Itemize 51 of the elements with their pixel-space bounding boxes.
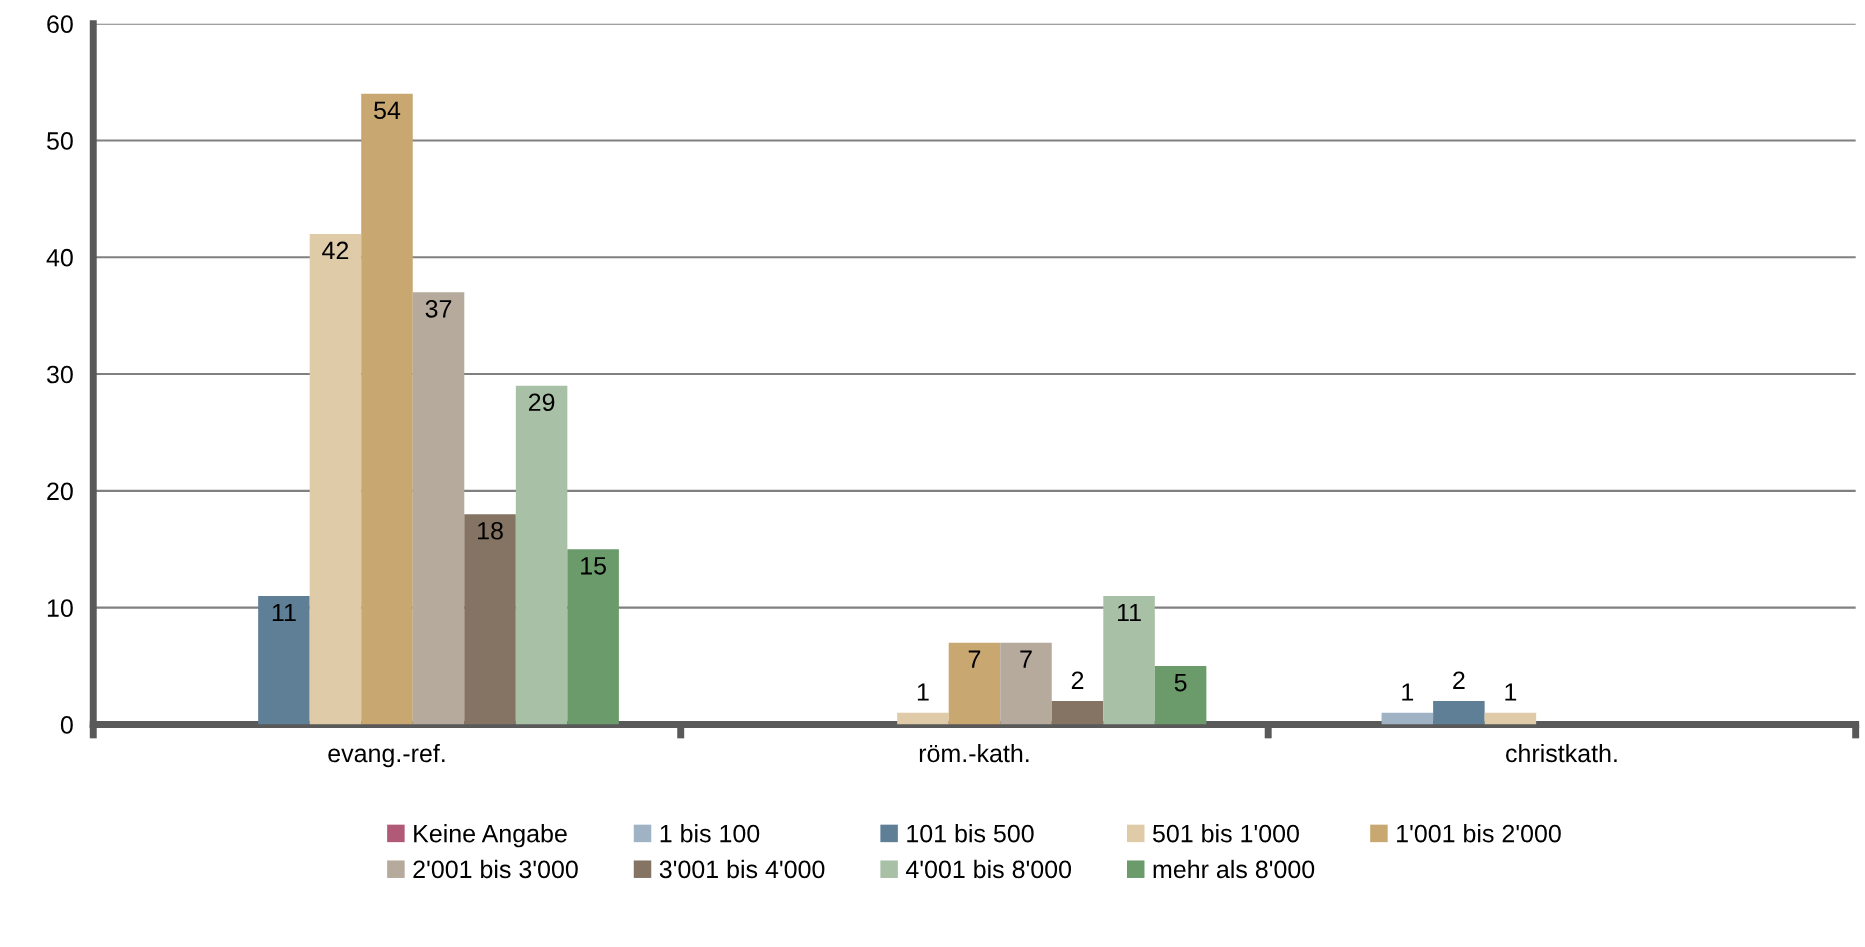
x-tick-label: christkath.: [1506, 743, 1617, 763]
x-tick-label: evang.-ref.: [328, 743, 445, 768]
legend-label: 3'001 bis 4'000: [659, 859, 825, 879]
bar: [1484, 712, 1537, 725]
x-tick-label: röm.-kath.: [919, 743, 1029, 763]
data-label: 7: [1020, 650, 1032, 668]
data-label: 1: [917, 683, 929, 701]
data-label: 18: [478, 521, 503, 540]
data-label: 11: [1117, 603, 1141, 622]
legend-label: 2'001 bis 3'000: [413, 859, 578, 879]
bar: [948, 642, 1001, 725]
y-tick-label: 10: [47, 599, 73, 617]
data-label: 7: [968, 650, 981, 668]
bar: [1433, 701, 1485, 725]
y-tick-label: 50: [47, 132, 73, 150]
y-tick-label: 20: [47, 482, 73, 501]
bar: [1154, 666, 1207, 725]
bar: [412, 292, 465, 725]
data-label: 11: [272, 603, 296, 622]
bar: [567, 549, 619, 725]
bar: [464, 514, 516, 725]
legend-label: 101 bis 500: [907, 824, 1034, 843]
bar: [1000, 642, 1052, 725]
y-tick-label: 60: [47, 15, 73, 33]
data-label: 2: [1071, 671, 1084, 689]
data-label: 2: [1453, 671, 1465, 689]
legend-label: Keine Angabe: [414, 824, 567, 848]
data-label: 5: [1174, 673, 1187, 692]
legend-label: 1'001 bis 2'000: [1397, 824, 1561, 843]
bar: [309, 233, 362, 725]
legend-label: 4'001 bis 8'000: [905, 859, 1072, 879]
bar: [515, 385, 568, 725]
data-label: 37: [425, 299, 452, 318]
legend-label: 501 bis 1'000: [1152, 824, 1299, 843]
legend-label: mehr als 8'000: [1153, 859, 1315, 879]
bar: [1103, 595, 1155, 725]
y-tick-label: 30: [46, 365, 73, 384]
data-label: 42: [322, 241, 349, 260]
data-label: 29: [528, 393, 555, 412]
data-label: 54: [374, 101, 401, 120]
data-label: 1: [1505, 683, 1517, 701]
bar: [1051, 701, 1104, 725]
legend-label: 1 bis 100: [660, 824, 760, 843]
data-label: 15: [581, 557, 606, 575]
data-label: 1: [1402, 683, 1414, 701]
bar: [897, 712, 949, 725]
y-tick-label: 0: [60, 716, 73, 734]
bar: [258, 595, 310, 725]
bar: [361, 93, 413, 725]
bar: [1381, 712, 1434, 725]
y-tick-label: 40: [46, 248, 73, 267]
